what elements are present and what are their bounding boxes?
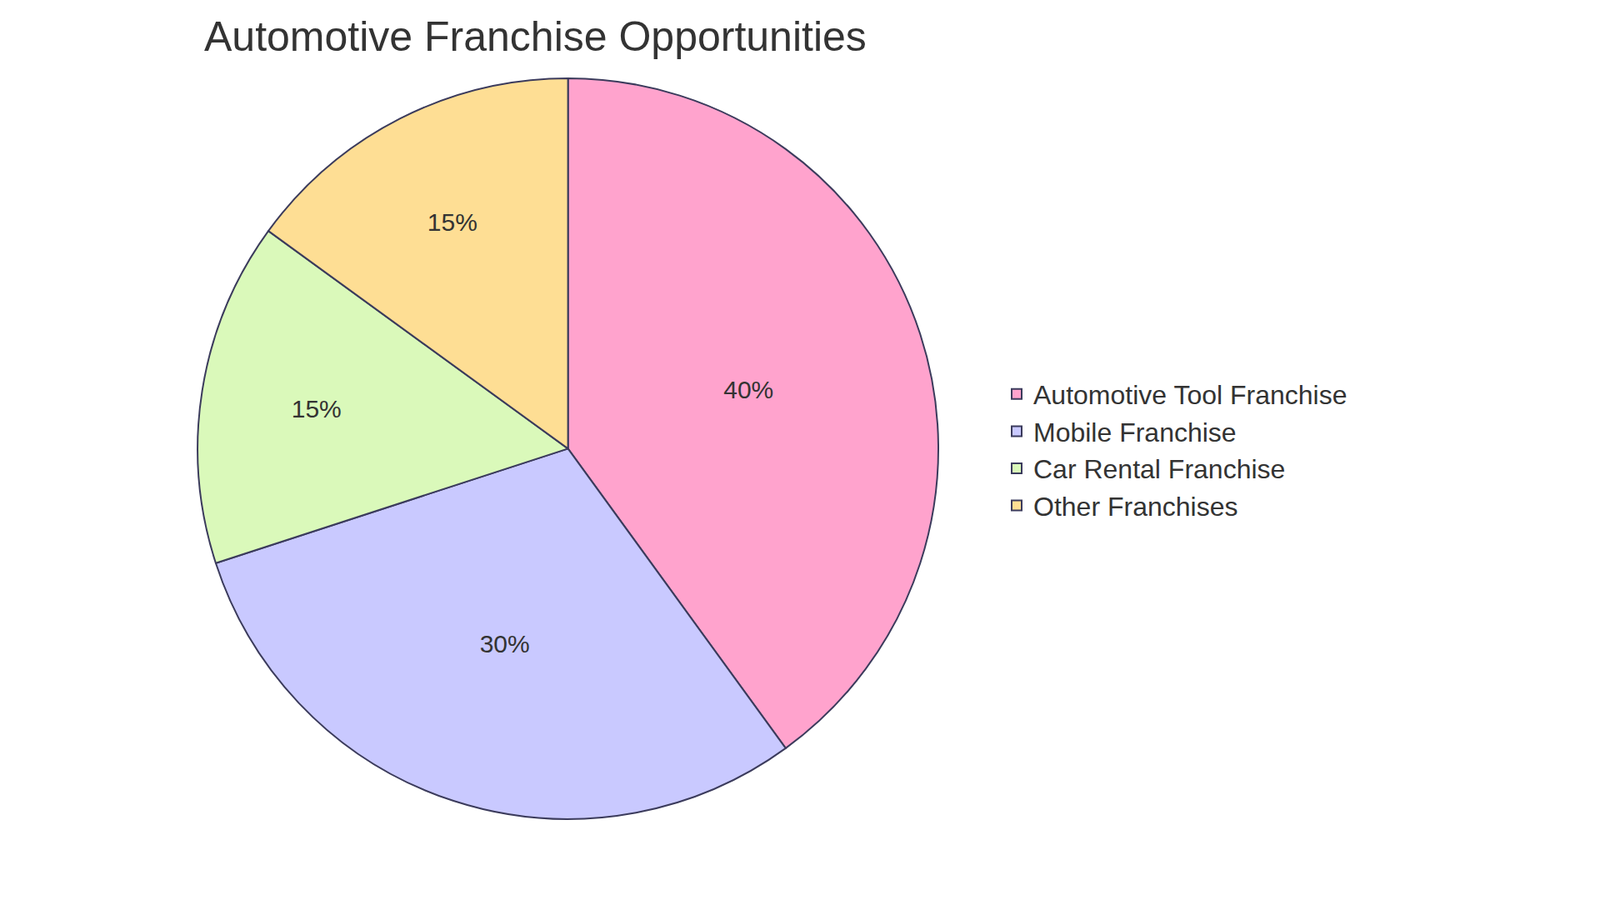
svg-text:Mobile Franchise: Mobile Franchise — [1033, 417, 1237, 448]
svg-text:Automotive Franchise Opportuni: Automotive Franchise Opportunities — [204, 13, 867, 60]
svg-text:Automotive Tool Franchise: Automotive Tool Franchise — [1033, 380, 1347, 410]
svg-text:15%: 15% — [427, 208, 478, 236]
svg-text:30%: 30% — [480, 630, 530, 658]
svg-text:Other Franchises: Other Franchises — [1033, 491, 1238, 522]
svg-text:40%: 40% — [723, 375, 774, 404]
svg-text:15%: 15% — [291, 395, 342, 423]
svg-text:Car Rental Franchise: Car Rental Franchise — [1033, 454, 1285, 485]
